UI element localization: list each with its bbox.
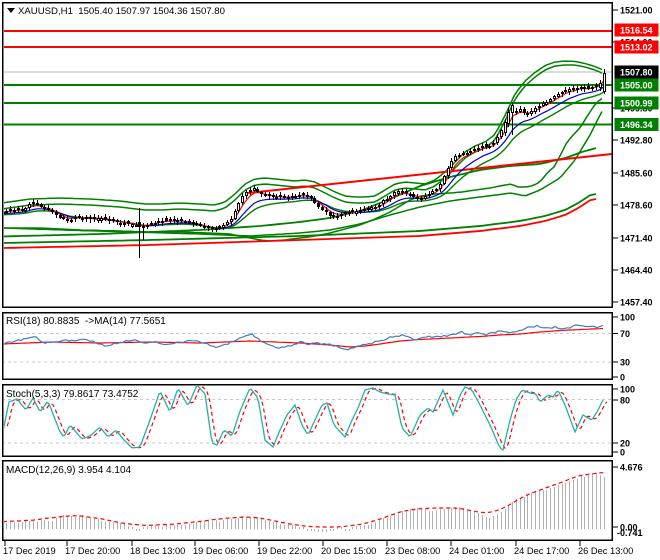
svg-text:19 Dec 06:00: 19 Dec 06:00 bbox=[193, 546, 248, 556]
svg-text:4.676: 4.676 bbox=[620, 463, 643, 473]
svg-text:1521.00: 1521.00 bbox=[620, 6, 653, 16]
svg-text:100: 100 bbox=[620, 385, 635, 395]
svg-text:1457.40: 1457.40 bbox=[620, 298, 653, 308]
svg-text:-0.741: -0.741 bbox=[617, 528, 643, 538]
svg-text:23 Dec 08:00: 23 Dec 08:00 bbox=[385, 546, 440, 556]
svg-text:19 Dec 22:00: 19 Dec 22:00 bbox=[257, 546, 312, 556]
svg-text:100: 100 bbox=[620, 313, 635, 323]
svg-text:1478.60: 1478.60 bbox=[620, 201, 653, 211]
svg-text:1500.99: 1500.99 bbox=[620, 99, 653, 109]
svg-text:0.00: 0.00 bbox=[620, 523, 638, 533]
svg-text:70: 70 bbox=[620, 329, 630, 339]
svg-text:24 Dec 01:00: 24 Dec 01:00 bbox=[449, 546, 504, 556]
svg-text:1507.80: 1507.80 bbox=[620, 68, 653, 78]
svg-text:30: 30 bbox=[620, 358, 630, 368]
svg-text:XAUUSD,H1 1505.40 1507.97 150: XAUUSD,H1 1505.40 1507.97 1504.36 1507.8… bbox=[18, 6, 225, 17]
svg-text:Stoch(5,3,3) 79.8617 73.4752: Stoch(5,3,3) 79.8617 73.4752 bbox=[6, 389, 139, 400]
svg-text:0: 0 bbox=[620, 448, 625, 458]
svg-text:26 Dec 13:00: 26 Dec 13:00 bbox=[578, 546, 633, 556]
svg-text:1505.00: 1505.00 bbox=[620, 81, 653, 91]
svg-text:20: 20 bbox=[620, 439, 630, 449]
svg-text:1496.34: 1496.34 bbox=[620, 120, 653, 130]
svg-text:1516.54: 1516.54 bbox=[620, 26, 653, 36]
svg-text:17 Dec 20:00: 17 Dec 20:00 bbox=[65, 546, 120, 556]
svg-text:RSI(18) 80.8835 ->MA(14) 77.5: RSI(18) 80.8835 ->MA(14) 77.5651 bbox=[6, 316, 166, 327]
svg-text:1513.02: 1513.02 bbox=[620, 43, 653, 53]
svg-text:1464.40: 1464.40 bbox=[620, 266, 653, 276]
svg-text:MACD(12,26,9) 3.954 4.104: MACD(12,26,9) 3.954 4.104 bbox=[6, 465, 132, 476]
svg-text:1485.60: 1485.60 bbox=[620, 169, 653, 179]
svg-text:1471.40: 1471.40 bbox=[620, 234, 653, 244]
svg-text:20 Dec 15:00: 20 Dec 15:00 bbox=[321, 546, 376, 556]
svg-text:17 Dec 2019: 17 Dec 2019 bbox=[3, 546, 56, 556]
svg-text:80: 80 bbox=[620, 396, 630, 406]
svg-text:0: 0 bbox=[620, 373, 625, 383]
svg-text:18 Dec 13:00: 18 Dec 13:00 bbox=[130, 546, 185, 556]
svg-text:1492.80: 1492.80 bbox=[620, 136, 653, 146]
svg-text:24 Dec 17:00: 24 Dec 17:00 bbox=[514, 546, 569, 556]
